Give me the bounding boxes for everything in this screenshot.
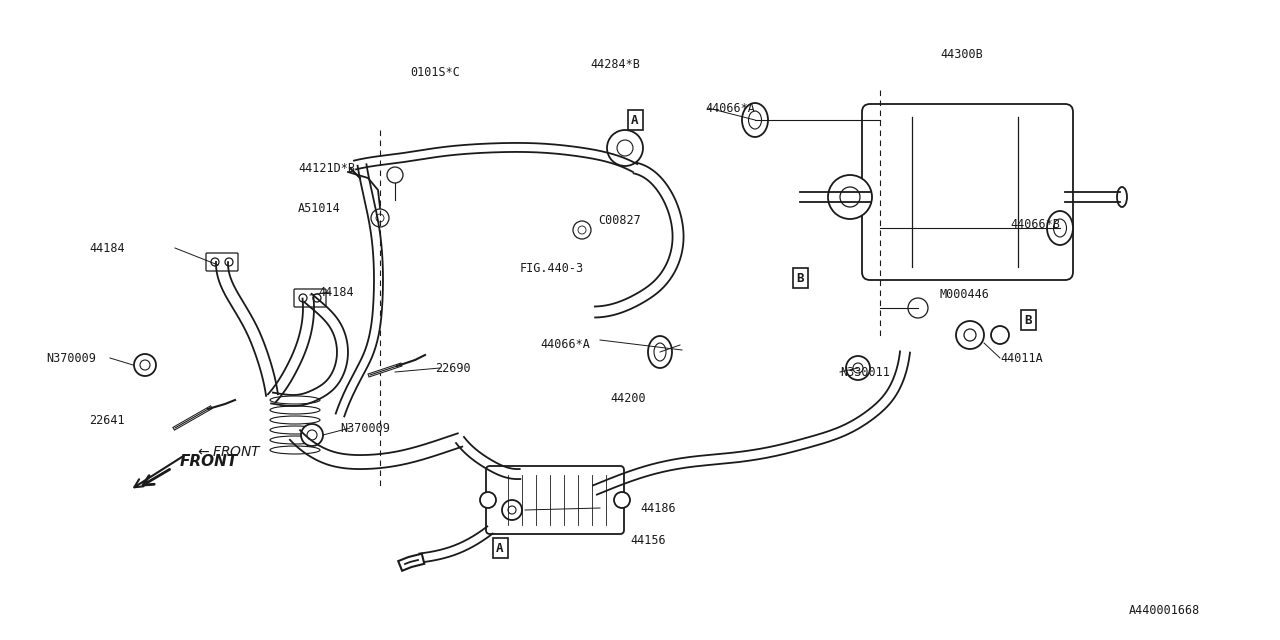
Text: 44011A: 44011A bbox=[1000, 351, 1043, 365]
Circle shape bbox=[387, 167, 403, 183]
Ellipse shape bbox=[270, 436, 320, 444]
FancyBboxPatch shape bbox=[486, 466, 625, 534]
Circle shape bbox=[852, 363, 863, 373]
Circle shape bbox=[480, 492, 497, 508]
Text: N370009: N370009 bbox=[46, 351, 96, 365]
Circle shape bbox=[607, 130, 643, 166]
Text: N370009: N370009 bbox=[340, 422, 390, 435]
Text: 44156: 44156 bbox=[630, 534, 666, 547]
FancyBboxPatch shape bbox=[861, 104, 1073, 280]
Text: N330011: N330011 bbox=[840, 365, 890, 378]
Ellipse shape bbox=[270, 406, 320, 414]
Text: B: B bbox=[796, 271, 804, 285]
Text: 44300B: 44300B bbox=[940, 49, 983, 61]
Circle shape bbox=[991, 326, 1009, 344]
Circle shape bbox=[617, 140, 634, 156]
Circle shape bbox=[301, 424, 323, 446]
Circle shape bbox=[956, 321, 984, 349]
Circle shape bbox=[211, 258, 219, 266]
Text: C00827: C00827 bbox=[598, 214, 641, 227]
Circle shape bbox=[502, 500, 522, 520]
Text: 44184: 44184 bbox=[90, 241, 125, 255]
Text: 44284*B: 44284*B bbox=[590, 58, 640, 72]
Ellipse shape bbox=[270, 426, 320, 434]
Text: 22690: 22690 bbox=[435, 362, 471, 374]
Circle shape bbox=[828, 175, 872, 219]
Text: 44066*B: 44066*B bbox=[1010, 218, 1060, 232]
Circle shape bbox=[307, 430, 317, 440]
Circle shape bbox=[573, 221, 591, 239]
FancyBboxPatch shape bbox=[294, 289, 326, 307]
Circle shape bbox=[300, 294, 307, 302]
Text: 44200: 44200 bbox=[611, 392, 645, 404]
Text: 44066*A: 44066*A bbox=[705, 102, 755, 115]
Text: A51014: A51014 bbox=[298, 202, 340, 214]
Circle shape bbox=[508, 506, 516, 514]
Ellipse shape bbox=[270, 446, 320, 454]
Text: A440001668: A440001668 bbox=[1129, 604, 1201, 616]
Text: 44184: 44184 bbox=[317, 285, 353, 298]
Circle shape bbox=[964, 329, 977, 341]
Text: FIG.440-3: FIG.440-3 bbox=[520, 262, 584, 275]
Text: 44186: 44186 bbox=[640, 502, 676, 515]
Ellipse shape bbox=[749, 111, 762, 129]
Ellipse shape bbox=[1047, 211, 1073, 245]
Text: 0101S*C: 0101S*C bbox=[410, 65, 460, 79]
Text: 44066*A: 44066*A bbox=[540, 339, 590, 351]
Circle shape bbox=[371, 209, 389, 227]
Circle shape bbox=[614, 492, 630, 508]
Circle shape bbox=[314, 294, 321, 302]
Circle shape bbox=[225, 258, 233, 266]
Text: 22641: 22641 bbox=[90, 413, 125, 426]
Ellipse shape bbox=[270, 396, 320, 404]
Circle shape bbox=[579, 226, 586, 234]
Circle shape bbox=[140, 360, 150, 370]
Ellipse shape bbox=[270, 416, 320, 424]
Text: M000446: M000446 bbox=[940, 289, 989, 301]
Text: B: B bbox=[1024, 314, 1032, 326]
FancyBboxPatch shape bbox=[206, 253, 238, 271]
Text: A: A bbox=[497, 541, 504, 554]
Circle shape bbox=[376, 214, 384, 222]
Text: FRONT: FRONT bbox=[180, 454, 238, 470]
Circle shape bbox=[846, 356, 870, 380]
Ellipse shape bbox=[742, 103, 768, 137]
Ellipse shape bbox=[1117, 187, 1126, 207]
Ellipse shape bbox=[1053, 219, 1066, 237]
Text: A: A bbox=[631, 113, 639, 127]
Text: 44121D*B: 44121D*B bbox=[298, 161, 355, 175]
Circle shape bbox=[908, 298, 928, 318]
Circle shape bbox=[840, 187, 860, 207]
Ellipse shape bbox=[654, 343, 666, 361]
Text: $\leftarrow$FRONT: $\leftarrow$FRONT bbox=[195, 445, 262, 459]
Circle shape bbox=[134, 354, 156, 376]
Ellipse shape bbox=[648, 336, 672, 368]
